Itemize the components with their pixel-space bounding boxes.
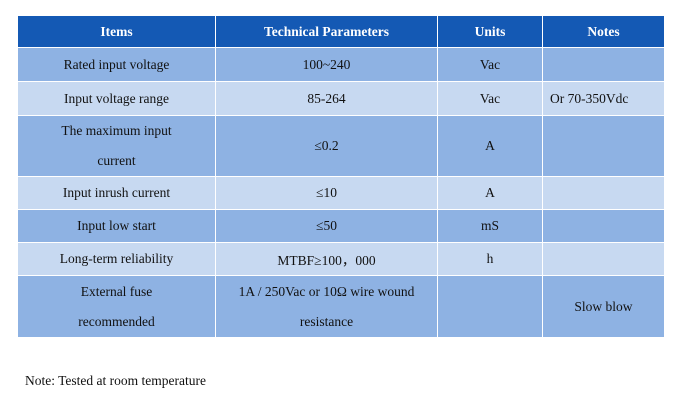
unit-cell: Vac [437, 47, 543, 82]
param-cell: 85-264 [215, 81, 438, 116]
item-cell: Rated input voltage [17, 47, 216, 82]
table-row: Input voltage range 85-264 Vac Or 70-350… [17, 81, 665, 116]
param-cell: 1A / 250Vac or 10Ω wire wound resistance [215, 275, 438, 338]
table-row: Long-term reliability MTBF≥100，000 h [17, 242, 665, 276]
header-row: Items Technical Parameters Units Notes [17, 15, 665, 48]
item-cell: The maximum input current [17, 115, 216, 177]
unit-cell: A [437, 176, 543, 210]
param-cell: ≤0.2 [215, 115, 438, 177]
item-line-1: The maximum input [61, 123, 172, 138]
table-row: Input inrush current ≤10 A [17, 176, 665, 210]
item-cell: Input voltage range [17, 81, 216, 116]
footnote: Note: Tested at room temperature [25, 373, 206, 388]
table-row: Input low start ≤50 mS [17, 209, 665, 243]
item-cell: Input low start [17, 209, 216, 243]
param-cell: MTBF≥100，000 [215, 242, 438, 276]
item-line-1: External fuse [80, 283, 153, 299]
note-cell [542, 115, 665, 177]
header-units: Units [437, 15, 543, 48]
unit-cell: h [437, 242, 543, 276]
param-cell: ≤50 [215, 209, 438, 243]
param-line-2: resistance [299, 313, 354, 329]
table-row: The maximum input current ≤0.2 A [17, 115, 665, 177]
note-cell [542, 209, 665, 243]
item-line-2: current [97, 153, 136, 168]
header-technical-parameters: Technical Parameters [215, 15, 438, 48]
unit-cell: A [437, 115, 543, 177]
param-cell: 100~240 [215, 47, 438, 82]
spec-table: Items Technical Parameters Units Notes R… [17, 15, 665, 338]
unit-cell: Vac [437, 81, 543, 116]
note-cell [542, 47, 665, 82]
note-cell: Or 70-350Vdc [542, 81, 665, 116]
note-cell [542, 242, 665, 276]
item-cell: External fuse recommended [17, 275, 216, 338]
unit-cell: mS [437, 209, 543, 243]
note-cell: Slow blow [542, 275, 665, 338]
item-cell: Long-term reliability [17, 242, 216, 276]
param-line-1: 1A / 250Vac or 10Ω wire wound [238, 283, 415, 299]
table-row: External fuse recommended 1A / 250Vac or… [17, 275, 665, 338]
unit-cell [437, 275, 543, 338]
note-cell [542, 176, 665, 210]
table-row: Rated input voltage 100~240 Vac [17, 47, 665, 82]
header-items: Items [17, 15, 216, 48]
header-notes: Notes [542, 15, 665, 48]
item-line-2: recommended [78, 313, 155, 329]
param-cell: ≤10 [215, 176, 438, 210]
item-cell: Input inrush current [17, 176, 216, 210]
